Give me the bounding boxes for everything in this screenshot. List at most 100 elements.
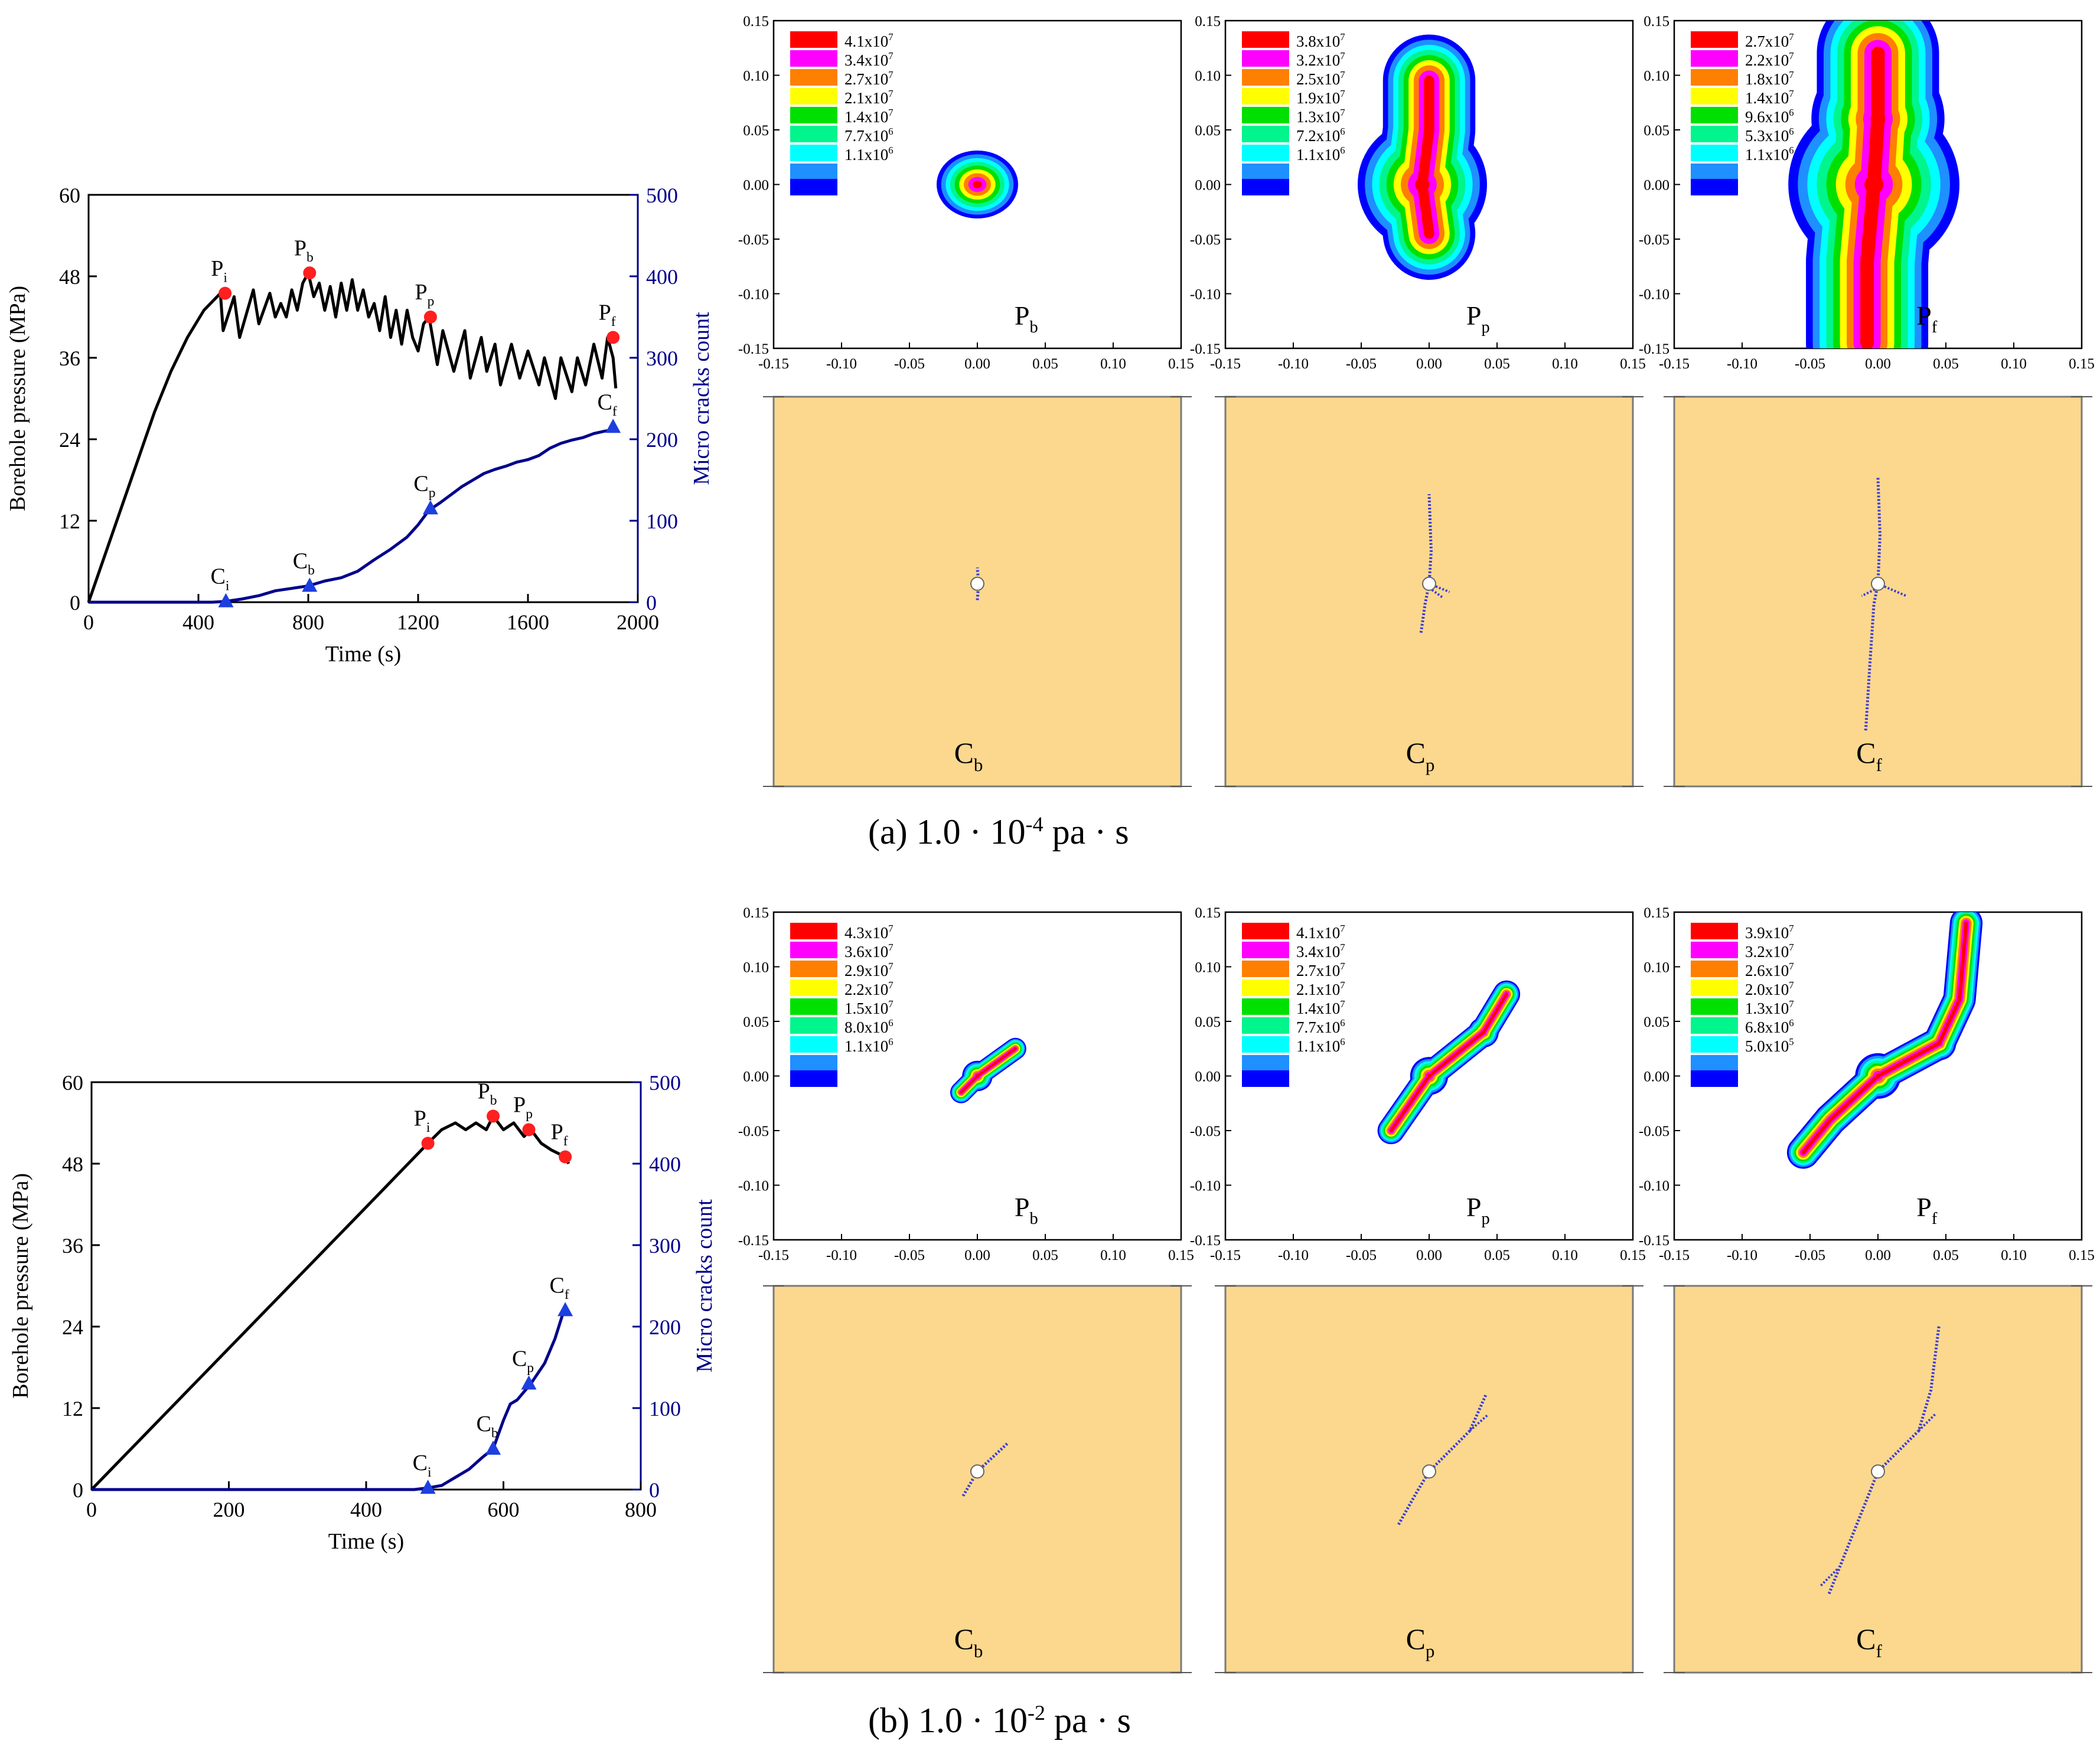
x-tick-label: 0.15 <box>2069 1247 2095 1263</box>
x-tick-label: 0 <box>83 610 94 634</box>
crack-panel-a-Cb: Cb <box>763 396 1192 788</box>
y-tick-label: -0.05 <box>1639 1124 1669 1139</box>
x-tick-label: 0.05 <box>1032 1247 1058 1263</box>
legend-label: 1.1x106 <box>1745 145 1794 164</box>
contour-panel-b-Pp: -0.15 -0.10 -0.05 0.00 0.05 0.10 0.15 -0.15 -0.1… <box>1190 905 1646 1263</box>
contour-field <box>1786 912 1983 1169</box>
legend-swatch <box>1242 979 1289 996</box>
x-tick-label: 0.00 <box>1865 1247 1891 1263</box>
legend-swatch <box>1242 164 1289 180</box>
sample-body <box>772 1285 1182 1674</box>
x-tick-label: 800 <box>292 610 324 634</box>
y-tick-label: 0.00 <box>743 1069 769 1085</box>
y2-tick-label: 400 <box>649 1152 681 1176</box>
marker-label: Cp <box>512 1347 534 1376</box>
crack-panel-b-Cb: Cb <box>763 1285 1192 1674</box>
x-tick-label: 0.05 <box>1484 356 1510 372</box>
y2-tick-label: 100 <box>646 510 678 533</box>
y2-tick-label: 200 <box>646 428 678 452</box>
x-tick-label: -0.15 <box>1659 356 1690 372</box>
pressure-marker <box>522 1123 536 1137</box>
y-tick-label: 0.10 <box>1644 960 1669 976</box>
marker-label: Pi <box>414 1106 431 1136</box>
x-tick-label: -0.10 <box>826 356 857 372</box>
x-tick-label: 800 <box>625 1498 657 1521</box>
x-tick-label: 0.10 <box>1100 356 1126 372</box>
contour-field <box>1358 34 1487 280</box>
legend-swatch <box>1242 145 1289 161</box>
contour-lobe <box>1870 111 1886 127</box>
x-tick-label: 0.10 <box>1100 1247 1126 1263</box>
legend-swatch <box>1242 50 1289 67</box>
legend-label: 3.6x107 <box>844 942 894 961</box>
legend-swatch <box>790 1036 837 1053</box>
legend-swatch <box>1242 1017 1289 1034</box>
x-tick-label: -0.10 <box>1727 356 1757 372</box>
borehole <box>970 1464 984 1479</box>
y-tick-label: 0 <box>70 591 80 615</box>
y-tick-label: 0.05 <box>743 1014 769 1030</box>
series-line-pressure <box>90 1115 570 1491</box>
contour-lobe <box>1864 175 1884 194</box>
pressure-marker <box>421 1137 435 1150</box>
x-tick-label: 0.05 <box>1933 356 1959 372</box>
pressure-marker <box>423 311 437 324</box>
legend-label: 1.4x107 <box>1745 88 1794 107</box>
sample-body <box>1224 1285 1634 1674</box>
legend-label: 3.4x107 <box>1296 942 1345 961</box>
contour-level <box>973 181 982 188</box>
x-tick-label: 0.00 <box>1865 356 1891 372</box>
crack-panel-b-Cp: Cp <box>1215 1285 1644 1674</box>
legend-swatch <box>790 69 837 86</box>
marker-label: Cf <box>598 390 617 419</box>
legend-swatch <box>790 1055 837 1072</box>
x-tick-label: 0.10 <box>1552 356 1578 372</box>
y-tick-label: 0.00 <box>1195 1069 1221 1085</box>
legend-label: 3.9x107 <box>1745 923 1794 942</box>
borehole <box>1422 1464 1436 1479</box>
x-tick-label: 0.15 <box>1620 1247 1646 1263</box>
legend-swatch <box>790 942 837 958</box>
contour-lobe <box>1828 1118 1832 1122</box>
x-tick-label: 0.15 <box>2069 356 2095 372</box>
x-tick-label: 2000 <box>617 610 659 634</box>
x-tick-label: 0.05 <box>1032 356 1058 372</box>
legend-swatch <box>1242 961 1289 977</box>
contour-field <box>1377 980 1521 1144</box>
pressure-marker <box>606 331 620 344</box>
legend-swatch <box>1242 69 1289 86</box>
legend-swatch <box>1691 179 1738 195</box>
legend-label: 5.3x106 <box>1745 126 1794 145</box>
legend-swatch <box>1691 88 1738 104</box>
legend-swatch <box>1691 50 1738 67</box>
crack-marker <box>485 1441 501 1455</box>
x-axis-label: Time (s) <box>328 1529 404 1554</box>
contour-lobe <box>1863 339 1871 347</box>
caption-a: (a) 1.0 · 10-4 pa · s <box>868 812 1129 851</box>
legend-swatch <box>1691 145 1738 161</box>
contour-field <box>937 151 1018 218</box>
legend-label: 2.9x107 <box>844 961 894 979</box>
contour-lobe <box>1871 47 1884 60</box>
legend-swatch <box>790 126 837 142</box>
legend-swatch <box>790 88 837 104</box>
series-line-cracks <box>89 427 617 604</box>
contour-lobe <box>1427 1073 1431 1079</box>
x-tick-label: 0.15 <box>1168 1247 1194 1263</box>
legend-label: 2.2x107 <box>844 979 894 998</box>
legend-swatch <box>1242 126 1289 142</box>
contour-lobe <box>1875 1073 1881 1079</box>
y-tick-label: 0.15 <box>1195 905 1221 921</box>
y-tick-label: 0.10 <box>1644 68 1669 84</box>
legend-swatch <box>790 1070 837 1087</box>
legend-label: 4.3x107 <box>844 923 894 942</box>
y-tick-label: 48 <box>59 265 80 289</box>
legend-swatch <box>1691 126 1738 142</box>
legend-label: 3.4x107 <box>844 50 894 69</box>
contour-panel-b-Pf: -0.15 -0.10 -0.05 0.00 0.05 0.10 0.15 -0.15 -0.1… <box>1639 905 2095 1263</box>
x-tick-label: 0.10 <box>2001 1247 2027 1263</box>
x-tick-label: 1600 <box>507 610 549 634</box>
y-tick-label: 0.15 <box>743 905 769 921</box>
